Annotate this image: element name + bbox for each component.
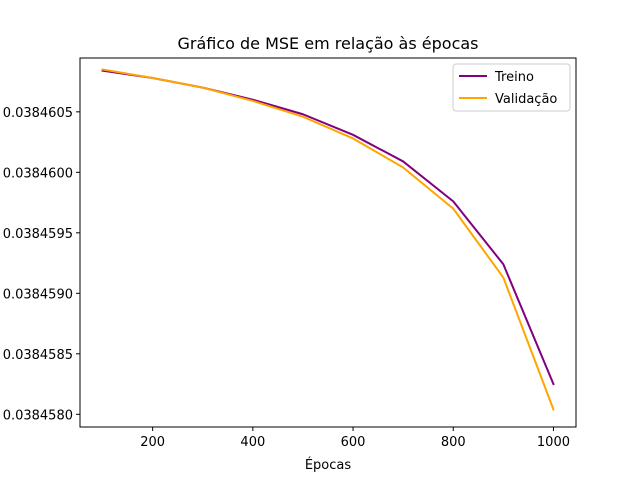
y-tick-label: 0.0384585: [3, 348, 73, 363]
series-line-valida-o: [101, 68, 555, 411]
x-tick-label: 200: [140, 435, 165, 450]
y-tick-label: 0.0384580: [3, 408, 73, 423]
y-axis-ticks: 0.0384580 0.0384585 0.0384590 0.0384595 0.03…: [3, 106, 80, 423]
legend: Treino Validação: [452, 63, 571, 112]
x-tick-label: 400: [240, 435, 265, 450]
y-tick-label: 0.0384600: [3, 166, 73, 181]
x-tick-label: 800: [441, 435, 466, 450]
y-tick-label: 0.0384595: [3, 227, 73, 242]
x-tick-label: 1000: [537, 435, 570, 450]
y-tick-label: 0.0384590: [3, 287, 73, 302]
legend-label: Validação: [495, 92, 557, 107]
x-tick-label: 600: [341, 435, 366, 450]
series-lines: [101, 68, 555, 411]
x-axis-ticks: 200 400 600 800 1000: [140, 427, 570, 450]
legend-label: Treino: [494, 70, 534, 85]
chart-title: Gráfico de MSE em relação às épocas: [177, 34, 478, 53]
x-axis-label: Épocas: [305, 457, 352, 473]
axes-frame: [79, 57, 577, 428]
y-tick-label: 0.0384605: [3, 106, 73, 121]
